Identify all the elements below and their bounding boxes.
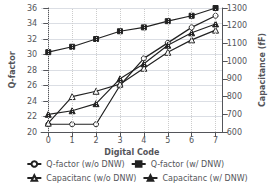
- svg-text:Capacitanc (w/o DNW): Capacitanc (w/o DNW): [46, 174, 136, 183]
- svg-text:2: 2: [94, 136, 99, 145]
- svg-text:20: 20: [27, 128, 37, 137]
- svg-text:Capacitance (fF): Capacitance (fF): [258, 33, 267, 107]
- svg-text:3: 3: [117, 136, 122, 145]
- svg-text:22: 22: [27, 112, 37, 121]
- svg-text:1100: 1100: [227, 39, 247, 48]
- svg-text:32: 32: [27, 35, 37, 44]
- svg-text:Q-factor (w/o DNW): Q-factor (w/o DNW): [46, 160, 124, 169]
- svg-text:4: 4: [141, 136, 146, 145]
- svg-text:Capacitanc (w/ DNW): Capacitanc (w/ DNW): [162, 174, 247, 183]
- svg-text:Q-factor: Q-factor: [8, 51, 17, 88]
- svg-text:Digital Code: Digital Code: [104, 148, 160, 157]
- svg-text:1200: 1200: [227, 21, 247, 30]
- svg-text:900: 900: [227, 74, 242, 83]
- svg-text:0: 0: [46, 136, 51, 145]
- svg-text:1: 1: [70, 136, 75, 145]
- svg-text:1000: 1000: [227, 57, 247, 66]
- svg-text:1300: 1300: [227, 4, 247, 13]
- svg-text:600: 600: [227, 128, 242, 137]
- svg-text:26: 26: [27, 81, 37, 90]
- svg-text:28: 28: [27, 66, 37, 75]
- svg-text:24: 24: [27, 97, 37, 106]
- svg-text:800: 800: [227, 92, 242, 101]
- svg-text:700: 700: [227, 110, 242, 119]
- svg-text:34: 34: [27, 19, 37, 28]
- svg-text:7: 7: [213, 136, 218, 145]
- svg-text:6: 6: [189, 136, 194, 145]
- svg-text:30: 30: [27, 50, 37, 59]
- svg-text:36: 36: [27, 4, 37, 13]
- svg-text:Q-factor (w/ DNW): Q-factor (w/ DNW): [151, 160, 224, 169]
- svg-text:5: 5: [165, 136, 170, 145]
